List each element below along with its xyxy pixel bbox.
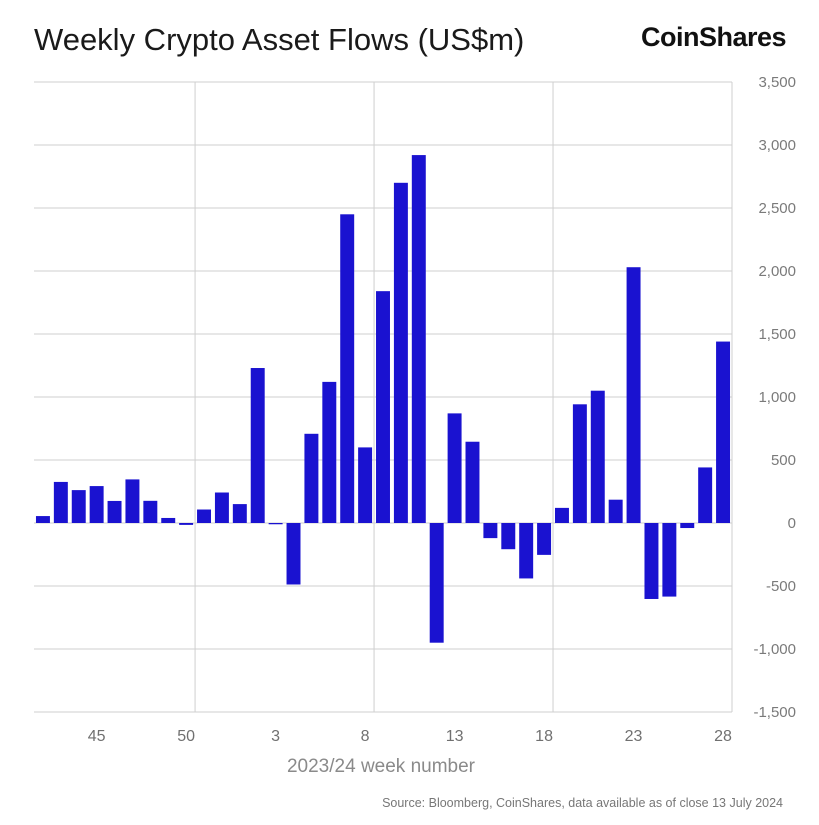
- y-tick-label: 2,500: [758, 200, 796, 217]
- bar: [71, 490, 86, 523]
- bar: [429, 523, 444, 643]
- bar: [680, 523, 695, 529]
- bar: [447, 413, 462, 523]
- chart-title: Weekly Crypto Asset Flows (US$m): [34, 22, 525, 57]
- y-tick-label: -1,000: [753, 641, 796, 658]
- bar: [232, 504, 247, 523]
- bar: [519, 523, 534, 579]
- bar: [340, 214, 355, 524]
- bar: [411, 155, 426, 523]
- y-tick-label: 3,500: [758, 74, 796, 91]
- bar: [107, 500, 122, 523]
- bar: [268, 523, 283, 525]
- bar: [572, 404, 587, 523]
- y-tick-label: 3,000: [758, 137, 796, 154]
- bar: [608, 499, 623, 523]
- x-tick-label: 13: [446, 728, 464, 745]
- bar: [501, 523, 516, 550]
- bar: [376, 291, 390, 523]
- bar: [644, 523, 659, 599]
- bar: [358, 447, 373, 523]
- coinshares-logo: CoinShares: [640, 22, 787, 52]
- bar: [143, 500, 158, 523]
- bar: [626, 267, 641, 523]
- bar: [662, 523, 677, 597]
- source-note: Source: Bloomberg, CoinShares, data avai…: [382, 796, 783, 810]
- x-tick-label: 8: [361, 728, 370, 745]
- y-tick-label: 500: [771, 452, 796, 469]
- x-tick-label: 18: [535, 728, 553, 745]
- x-axis-label: 2023/24 week number: [287, 756, 476, 777]
- bar: [53, 481, 68, 523]
- bar: [716, 341, 731, 523]
- x-tick-label: 45: [88, 728, 106, 745]
- bar: [250, 368, 265, 523]
- bar: [35, 516, 50, 523]
- x-tick-label: 28: [714, 728, 732, 745]
- bar: [554, 507, 569, 523]
- y-tick-label: 0: [788, 515, 796, 532]
- bar: [304, 433, 319, 523]
- bar: [465, 441, 480, 523]
- x-tick-label: 50: [177, 728, 195, 745]
- bar: [197, 509, 212, 523]
- bar: [179, 523, 194, 525]
- x-tick-label: 23: [625, 728, 643, 745]
- bar: [537, 523, 552, 555]
- bar: [214, 492, 229, 523]
- bar: [483, 523, 498, 539]
- y-tick-label: 1,000: [758, 389, 796, 406]
- y-tick-label: -500: [766, 578, 796, 595]
- bar: [89, 486, 104, 523]
- bar: [393, 182, 408, 524]
- y-tick-label: 2,000: [758, 263, 796, 280]
- bar: [590, 390, 605, 523]
- bar: [125, 479, 140, 523]
- bar: [698, 467, 713, 523]
- bar: [322, 381, 337, 523]
- bar: [161, 517, 176, 523]
- x-tick-label: 3: [271, 728, 280, 745]
- y-tick-label: -1,500: [753, 704, 796, 721]
- bar: [286, 523, 301, 585]
- y-tick-label: 1,500: [758, 326, 796, 343]
